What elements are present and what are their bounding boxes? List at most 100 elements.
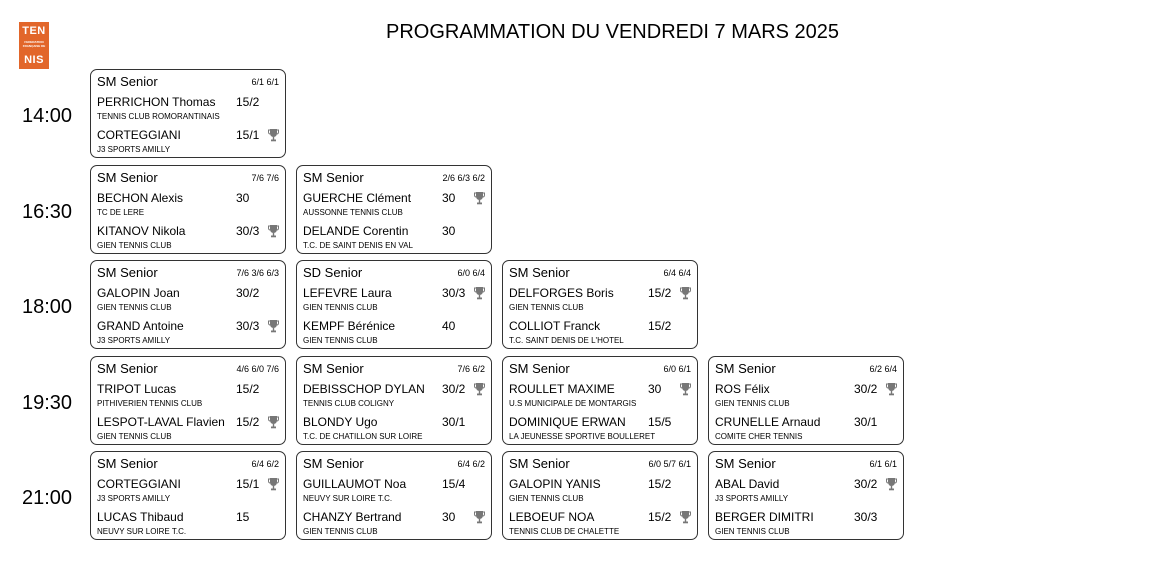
player-name: ROULLET MAXIME bbox=[509, 381, 615, 396]
player-club: PITHIVERIEN TENNIS CLUB bbox=[97, 398, 203, 408]
match-card[interactable]: SM Senior 6/4 6/2 CORTEGGIANI 15/1 J3 SPORTS… bbox=[90, 451, 286, 540]
player-name: LEBOEUF NOA bbox=[509, 510, 595, 524]
match-score: 4/6 6/0 7/6 bbox=[236, 363, 279, 374]
time-slot-label: 16:30 bbox=[22, 200, 73, 223]
trophy-icon bbox=[680, 510, 691, 524]
trophy-icon bbox=[268, 319, 279, 333]
player-ranking: 15/2 bbox=[236, 95, 260, 109]
player-club: GIEN TENNIS CLUB bbox=[509, 303, 584, 312]
player-name: BLONDY Ugo bbox=[303, 414, 378, 429]
trophy-icon bbox=[268, 477, 279, 491]
player-name: LEFEVRE Laura bbox=[303, 286, 392, 300]
player-club: T.C. SAINT DENIS DE L'HOTEL bbox=[509, 336, 624, 345]
player-club: GIEN TENNIS CLUB bbox=[97, 431, 172, 441]
match-card[interactable]: SM Senior 7/6 3/6 6/3 GALOPIN Joan 30/2 GIEN… bbox=[90, 260, 286, 349]
match-category: SM Senior bbox=[97, 456, 158, 471]
trophy-icon bbox=[268, 415, 279, 429]
player-ranking: 30/2 bbox=[442, 381, 466, 396]
match-card[interactable]: SM Senior 6/1 6/1 ABAL David 30/2 J3 SPORTS … bbox=[708, 451, 904, 540]
match-category: SM Senior bbox=[97, 265, 158, 280]
match-card[interactable]: SM Senior 7/6 6/2 DEBISSCHOP DYLAN 30/2 TENN… bbox=[296, 355, 492, 445]
trophy-icon bbox=[886, 477, 897, 491]
player-club: GIEN TENNIS CLUB bbox=[715, 398, 790, 408]
match-category: SM Senior bbox=[97, 360, 158, 376]
player-ranking: 30/1 bbox=[854, 414, 878, 429]
player-club: TENNIS CLUB COLIGNY bbox=[303, 398, 395, 408]
match-card[interactable]: SM Senior 6/4 6/2 GUILLAUMOT Noa 15/4 NEUVY … bbox=[296, 451, 492, 540]
trophy-icon bbox=[474, 191, 485, 205]
match-card[interactable]: SM Senior 6/1 6/1 PERRICHON Thomas 15/2 TENN… bbox=[90, 69, 286, 158]
match-card[interactable]: SM Senior 2/6 6/3 6/2 GUERCHE Clément 30 AUS… bbox=[296, 164, 492, 254]
match-card[interactable]: SM Senior 6/4 6/4 DELFORGES Boris 15/2 GIEN … bbox=[502, 260, 698, 349]
player-ranking: 30 bbox=[442, 190, 456, 205]
trophy-icon bbox=[474, 382, 485, 396]
page-title: PROGRAMMATION DU VENDREDI 7 MARS 2025 bbox=[386, 21, 840, 43]
player-ranking: 30/3 bbox=[442, 286, 466, 300]
player-name: DEBISSCHOP DYLAN bbox=[303, 381, 425, 396]
tennis-logo: TEN FÉDÉRATION FRANÇAISE DE TENNIS NIS bbox=[19, 22, 49, 69]
player-name: BERGER DIMITRI bbox=[715, 510, 814, 524]
player-club: COMITE CHER TENNIS bbox=[715, 431, 803, 441]
player-ranking: 15/2 bbox=[236, 414, 260, 429]
player-ranking: 15/1 bbox=[236, 128, 260, 142]
trophy-icon bbox=[268, 224, 279, 238]
player-name: KEMPF Bérénice bbox=[303, 319, 396, 333]
player-club: J3 SPORTS AMILLY bbox=[715, 494, 789, 503]
match-category: SM Senior bbox=[303, 456, 364, 471]
player-name: DELANDE Corentin bbox=[303, 223, 409, 238]
player-club: J3 SPORTS AMILLY bbox=[97, 145, 171, 154]
player-ranking: 15/2 bbox=[648, 286, 672, 300]
match-score: 6/4 6/2 bbox=[457, 459, 485, 469]
player-club: LA JEUNESSE SPORTIVE BOULLERET bbox=[509, 431, 656, 441]
player-club: T.C. DE SAINT DENIS EN VAL bbox=[303, 240, 413, 250]
match-card[interactable]: SM Senior 6/0 6/1 ROULLET MAXIME 30 U.S MUNI… bbox=[502, 355, 698, 445]
player-name: ABAL David bbox=[715, 477, 780, 491]
player-name: LUCAS Thibaud bbox=[97, 510, 184, 524]
player-name: GUERCHE Clément bbox=[303, 190, 412, 205]
player-club: J3 SPORTS AMILLY bbox=[97, 336, 171, 345]
match-score: 6/2 6/4 bbox=[869, 363, 897, 374]
trophy-icon bbox=[680, 286, 691, 300]
match-card[interactable]: SD Senior 6/0 6/4 LEFEVRE Laura 30/3 GIEN TE… bbox=[296, 260, 492, 349]
player-club: TC DE LERE bbox=[97, 207, 145, 217]
player-name: COLLIOT Franck bbox=[509, 319, 601, 333]
match-category: SM Senior bbox=[715, 456, 776, 471]
player-name: BECHON Alexis bbox=[97, 190, 184, 205]
player-ranking: 15/2 bbox=[648, 510, 672, 524]
time-slot-label: 14:00 bbox=[22, 105, 73, 127]
match-score: 7/6 7/6 bbox=[251, 172, 279, 183]
match-card[interactable]: SM Senior 6/2 6/4 ROS Félix 30/2 GIEN TENNIS… bbox=[708, 355, 904, 445]
player-name: DOMINIQUE ERWAN bbox=[509, 414, 626, 429]
match-card[interactable]: SM Senior 6/0 5/7 6/1 GALOPIN YANIS 15/2 GIE… bbox=[502, 451, 698, 540]
player-ranking: 15/2 bbox=[236, 381, 260, 396]
player-ranking: 30/1 bbox=[442, 414, 466, 429]
time-slot-label: 18:00 bbox=[22, 296, 73, 318]
match-score: 6/4 6/2 bbox=[251, 459, 279, 469]
player-ranking: 30/3 bbox=[236, 223, 260, 238]
trophy-icon bbox=[474, 510, 485, 524]
player-club: GIEN TENNIS CLUB bbox=[303, 336, 378, 345]
match-card[interactable]: SM Senior 4/6 6/0 7/6 TRIPOT Lucas 15/2 PITH… bbox=[90, 355, 286, 445]
player-ranking: 30 bbox=[236, 190, 250, 205]
player-name: GUILLAUMOT Noa bbox=[303, 477, 407, 491]
trophy-icon bbox=[474, 286, 485, 300]
match-card[interactable]: SM Senior 7/6 7/6 BECHON Alexis 30 TC DE LER… bbox=[90, 164, 286, 254]
player-ranking: 15/4 bbox=[442, 477, 466, 491]
player-ranking: 30/2 bbox=[236, 286, 260, 300]
player-name: GALOPIN Joan bbox=[97, 286, 180, 300]
player-ranking: 15 bbox=[236, 510, 250, 524]
match-score: 6/1 6/1 bbox=[251, 77, 279, 87]
player-ranking: 30/3 bbox=[236, 319, 260, 333]
player-ranking: 15/5 bbox=[648, 414, 672, 429]
player-club: T.C. DE CHATILLON SUR LOIRE bbox=[303, 431, 423, 441]
player-club: U.S MUNICIPALE DE MONTARGIS bbox=[509, 398, 637, 408]
match-category: SM Senior bbox=[509, 456, 570, 471]
match-category: SM Senior bbox=[97, 169, 158, 185]
time-slot-label: 19:30 bbox=[22, 391, 73, 414]
match-score: 6/0 6/4 bbox=[457, 268, 485, 278]
player-club: TENNIS CLUB ROMORANTINAIS bbox=[97, 112, 220, 121]
match-category: SD Senior bbox=[303, 265, 363, 280]
player-name: GRAND Antoine bbox=[97, 319, 184, 333]
match-score: 2/6 6/3 6/2 bbox=[442, 172, 485, 183]
player-name: PERRICHON Thomas bbox=[97, 95, 216, 109]
